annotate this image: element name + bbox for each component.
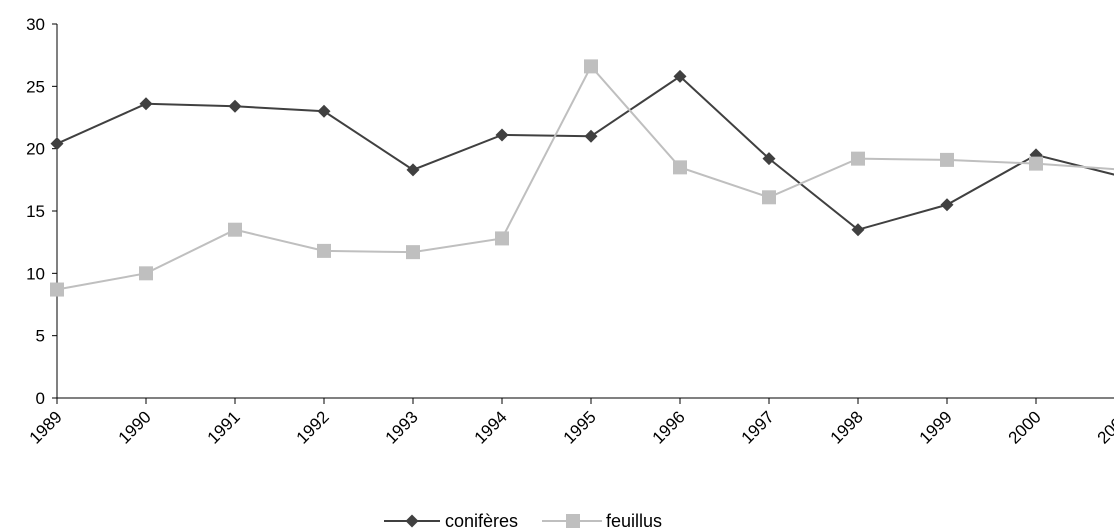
data-point xyxy=(228,99,242,113)
series-1 xyxy=(50,69,1114,237)
legend-marker xyxy=(405,514,419,528)
data-point xyxy=(228,222,242,237)
data-point xyxy=(50,282,64,297)
y-ticks: 0 5 10 15 20 25 30 xyxy=(26,15,57,408)
data-point xyxy=(851,151,865,166)
data-point xyxy=(317,243,331,258)
x-tick-label: 1995 xyxy=(560,407,600,447)
data-point xyxy=(50,137,64,151)
x-tick-label: 1996 xyxy=(649,407,689,447)
legend-item: conifères xyxy=(384,511,518,531)
x-tick-label: 1990 xyxy=(115,407,155,447)
data-point xyxy=(762,190,776,205)
data-point xyxy=(673,160,687,175)
y-tick-label: 20 xyxy=(26,140,45,159)
data-point xyxy=(139,97,153,111)
x-tick-label: 1991 xyxy=(204,407,244,447)
y-tick-label: 15 xyxy=(26,202,45,221)
series-line xyxy=(56,75,1114,231)
axes xyxy=(56,24,1114,399)
x-tick-label: 1992 xyxy=(293,407,333,447)
data-point xyxy=(139,266,153,281)
data-point xyxy=(495,231,509,246)
legend: conifères feuillus xyxy=(384,511,662,531)
y-tick-label: 30 xyxy=(26,15,45,34)
x-tick-label: 1989 xyxy=(26,407,66,447)
x-tick-label: 2000 xyxy=(1005,407,1045,447)
data-point xyxy=(940,152,954,167)
data-point xyxy=(406,163,420,177)
x-tick-label: 1994 xyxy=(471,407,511,447)
y-tick-label: 5 xyxy=(36,327,45,346)
x-tick-label: 1993 xyxy=(382,407,422,447)
data-point xyxy=(317,104,331,118)
x-tick-label: 1998 xyxy=(827,407,867,447)
x-tick-label: 1999 xyxy=(916,407,956,447)
x-ticks: 1989 1990 1991 1992 1993 1994 1995 1996 1997 1998… xyxy=(26,398,1114,448)
series-2 xyxy=(50,59,1114,297)
data-point xyxy=(406,245,420,260)
y-tick-label: 25 xyxy=(26,77,45,96)
data-point xyxy=(851,223,865,237)
legend-marker xyxy=(566,514,580,528)
data-point xyxy=(495,128,509,142)
data-point xyxy=(1029,156,1043,171)
data-point xyxy=(762,152,776,166)
legend-label: conifères xyxy=(445,511,518,531)
x-tick-label: 1997 xyxy=(738,407,778,447)
y-tick-label: 10 xyxy=(26,264,45,283)
data-point xyxy=(584,59,598,74)
data-point xyxy=(673,69,687,83)
data-point xyxy=(584,129,598,143)
legend-item: feuillus xyxy=(542,511,662,531)
series-layer xyxy=(50,59,1114,297)
x-tick-label: 2001 xyxy=(1094,407,1114,447)
legend-label: feuillus xyxy=(606,511,662,531)
y-tick-label: 0 xyxy=(36,389,45,408)
series-line xyxy=(56,64,1114,291)
data-point xyxy=(940,198,954,212)
